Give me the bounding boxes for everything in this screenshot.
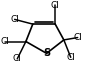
Text: Cl: Cl (1, 37, 10, 46)
Text: Cl: Cl (51, 1, 60, 10)
Text: Cl: Cl (10, 15, 19, 24)
Text: Cl: Cl (66, 53, 75, 62)
Text: S: S (43, 48, 50, 58)
Text: Cl: Cl (13, 54, 22, 63)
Text: Cl: Cl (73, 33, 82, 42)
